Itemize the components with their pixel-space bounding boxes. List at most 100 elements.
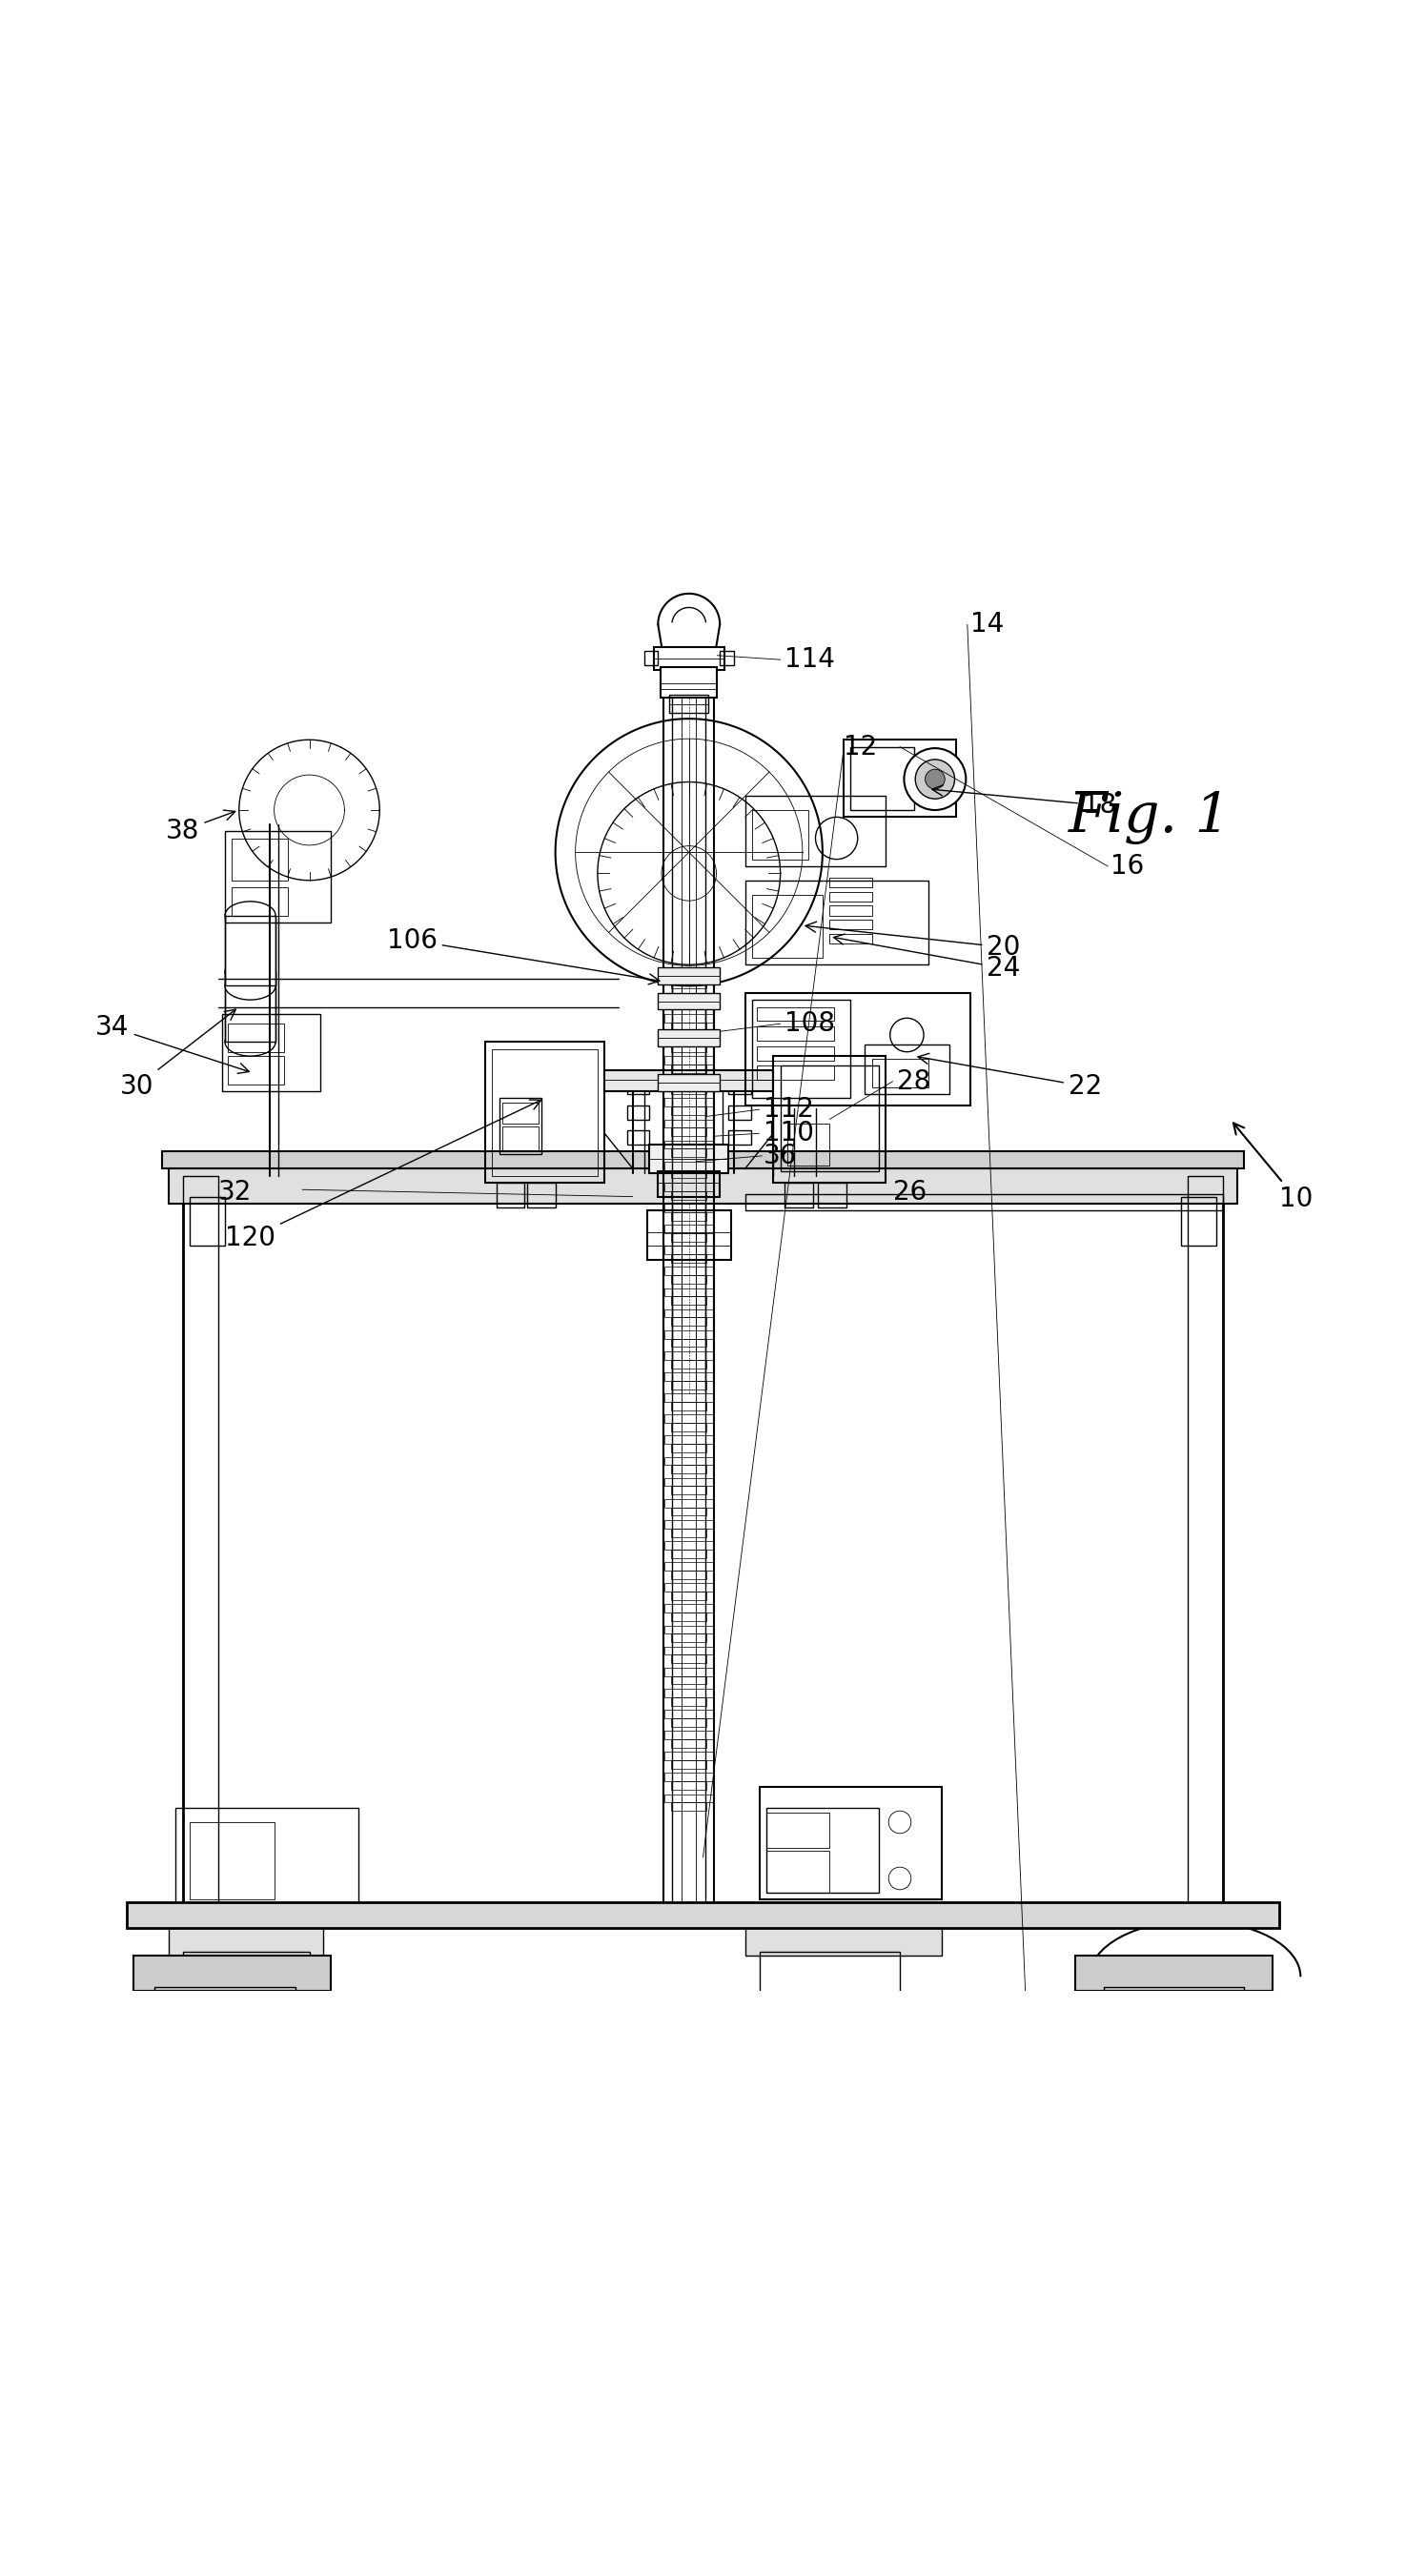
Bar — [190, 1821, 274, 1899]
Bar — [627, 1079, 650, 1095]
Bar — [665, 1731, 714, 1739]
Bar — [658, 992, 720, 1010]
Bar — [665, 1540, 714, 1548]
Bar — [665, 1077, 714, 1084]
Bar — [665, 1667, 714, 1677]
Circle shape — [925, 770, 945, 788]
Bar — [672, 1759, 707, 1770]
Bar — [492, 1048, 598, 1175]
Bar — [745, 992, 970, 1105]
Bar — [665, 1646, 714, 1654]
Text: 22: 22 — [918, 1054, 1102, 1100]
Ellipse shape — [225, 958, 276, 987]
Bar — [665, 1479, 714, 1486]
Bar — [872, 1059, 928, 1087]
Bar — [672, 1783, 707, 1790]
Bar — [169, 1914, 323, 1955]
Bar — [225, 914, 276, 987]
Bar — [672, 1002, 707, 1010]
Bar — [720, 652, 734, 665]
Bar — [183, 1175, 1223, 1914]
Bar — [672, 1677, 707, 1685]
Bar — [830, 878, 872, 886]
Bar — [665, 1224, 714, 1234]
Bar — [756, 1007, 834, 1020]
Text: 28: 28 — [897, 1069, 931, 1095]
Bar — [665, 1056, 714, 1064]
Bar — [502, 1126, 538, 1151]
Text: 110: 110 — [763, 1121, 814, 1146]
Bar — [665, 1499, 714, 1507]
Bar — [672, 1043, 707, 1051]
Bar — [672, 1654, 707, 1664]
Text: 14: 14 — [970, 611, 1004, 639]
Bar — [830, 933, 872, 943]
Bar — [672, 1507, 707, 1515]
Bar — [773, 1994, 872, 2014]
Bar — [728, 1131, 751, 1144]
Bar — [745, 1193, 1223, 1211]
Bar — [665, 1435, 714, 1445]
Bar — [672, 1571, 707, 1579]
Bar — [672, 1401, 707, 1409]
Bar — [665, 1752, 714, 1759]
Text: 12: 12 — [844, 734, 877, 760]
Bar — [672, 1255, 707, 1262]
Bar — [665, 1141, 714, 1149]
Bar — [665, 1329, 714, 1340]
Bar — [851, 747, 914, 809]
Bar — [745, 796, 886, 866]
Bar — [672, 1149, 707, 1157]
Text: 106: 106 — [387, 927, 659, 984]
Bar — [672, 1422, 707, 1432]
Ellipse shape — [225, 902, 276, 930]
Bar — [672, 1213, 707, 1221]
Bar — [672, 1128, 707, 1136]
Bar — [780, 1066, 879, 1172]
Bar — [162, 1151, 1244, 1170]
Bar — [665, 1121, 714, 1128]
Text: 18: 18 — [932, 786, 1116, 819]
Bar — [665, 1414, 714, 1422]
Bar — [672, 1613, 707, 1620]
Ellipse shape — [225, 1028, 276, 1056]
Bar — [665, 1373, 714, 1381]
Bar — [665, 1605, 714, 1613]
Bar — [787, 1123, 830, 1167]
Bar — [756, 1046, 834, 1061]
Bar — [728, 1079, 751, 1095]
Bar — [222, 1015, 321, 1092]
Bar — [665, 1710, 714, 1718]
Bar — [605, 1069, 773, 1092]
Bar — [496, 1182, 524, 1208]
Text: Fig. 1: Fig. 1 — [1069, 791, 1232, 845]
Bar — [785, 1182, 813, 1208]
Text: 20: 20 — [806, 922, 1021, 961]
Bar — [665, 1394, 714, 1401]
Bar — [665, 1036, 714, 1043]
Bar — [225, 832, 330, 922]
Text: 26: 26 — [893, 1180, 927, 1206]
Bar — [647, 1211, 731, 1260]
Bar — [672, 1360, 707, 1368]
Bar — [665, 1267, 714, 1275]
Bar — [672, 1528, 707, 1538]
Bar — [665, 971, 714, 979]
Bar — [672, 1296, 707, 1306]
Bar — [669, 696, 709, 714]
Bar — [672, 1190, 707, 1200]
Circle shape — [904, 747, 966, 809]
Bar — [485, 1043, 605, 1182]
Text: 120: 120 — [225, 1100, 541, 1252]
Bar — [672, 1275, 707, 1283]
Bar — [672, 1718, 707, 1726]
Bar — [665, 1690, 714, 1698]
Bar — [672, 1023, 707, 1030]
Bar — [773, 1056, 886, 1182]
Bar — [1181, 1198, 1216, 1247]
Bar — [752, 894, 823, 958]
Bar — [665, 1520, 714, 1528]
Bar — [752, 999, 851, 1097]
Bar — [654, 647, 724, 670]
Bar — [665, 1584, 714, 1592]
